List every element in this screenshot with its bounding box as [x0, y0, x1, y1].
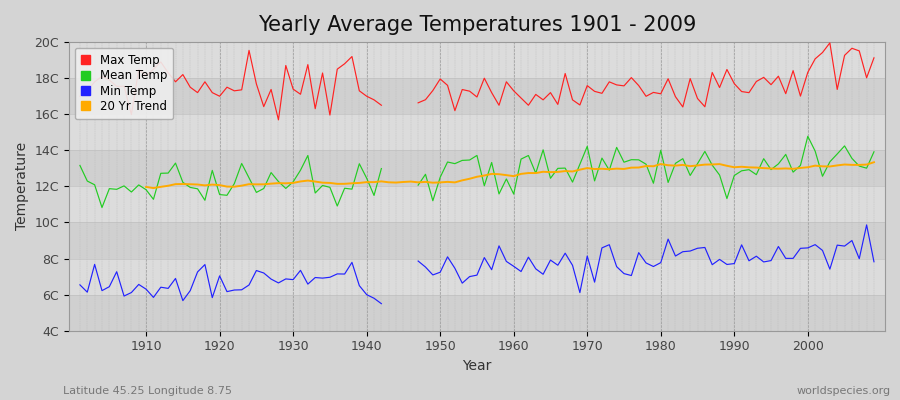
Mean Temp: [339, 186, 350, 191]
20 Yr Trend: [508, 174, 519, 178]
Max Temp: [75, 94, 86, 99]
Text: Latitude 45.25 Longitude 8.75: Latitude 45.25 Longitude 8.75: [63, 386, 232, 396]
Bar: [69, 295, 885, 331]
Min Temp: [604, 242, 615, 247]
Legend: Max Temp, Mean Temp, Min Temp, 20 Yr Trend: Max Temp, Mean Temp, Min Temp, 20 Yr Tre…: [75, 48, 173, 119]
20 Yr Trend: [501, 173, 512, 178]
Min Temp: [133, 282, 144, 287]
20 Yr Trend: [295, 179, 306, 184]
Mean Temp: [868, 149, 879, 154]
Bar: [69, 258, 885, 295]
Mean Temp: [604, 168, 615, 172]
X-axis label: Year: Year: [463, 359, 491, 373]
Mean Temp: [516, 157, 526, 162]
Line: 20 Yr Trend: 20 Yr Trend: [146, 162, 874, 188]
Max Temp: [604, 80, 615, 84]
Min Temp: [508, 264, 519, 269]
Bar: [69, 114, 885, 150]
20 Yr Trend: [597, 166, 608, 171]
Min Temp: [868, 259, 879, 264]
Mean Temp: [133, 182, 144, 187]
Max Temp: [295, 92, 306, 97]
Bar: [69, 150, 885, 186]
Min Temp: [516, 269, 526, 274]
Bar: [69, 222, 885, 258]
Line: Min Temp: Min Temp: [80, 225, 874, 304]
Y-axis label: Temperature: Temperature: [15, 142, 29, 230]
Text: worldspecies.org: worldspecies.org: [796, 386, 891, 396]
Mean Temp: [295, 168, 306, 172]
Mean Temp: [75, 163, 86, 168]
Max Temp: [516, 96, 526, 100]
Line: Max Temp: Max Temp: [80, 43, 874, 120]
Bar: [69, 78, 885, 114]
Min Temp: [295, 268, 306, 273]
Min Temp: [339, 272, 350, 276]
Max Temp: [868, 56, 879, 60]
Max Temp: [508, 88, 519, 93]
Line: Mean Temp: Mean Temp: [80, 136, 874, 208]
Title: Yearly Average Temperatures 1901 - 2009: Yearly Average Temperatures 1901 - 2009: [257, 15, 696, 35]
Mean Temp: [508, 192, 519, 196]
Bar: [69, 42, 885, 78]
Min Temp: [75, 282, 86, 287]
Max Temp: [133, 67, 144, 72]
20 Yr Trend: [868, 160, 879, 165]
Max Temp: [339, 61, 350, 66]
Bar: [69, 186, 885, 222]
20 Yr Trend: [339, 182, 350, 186]
